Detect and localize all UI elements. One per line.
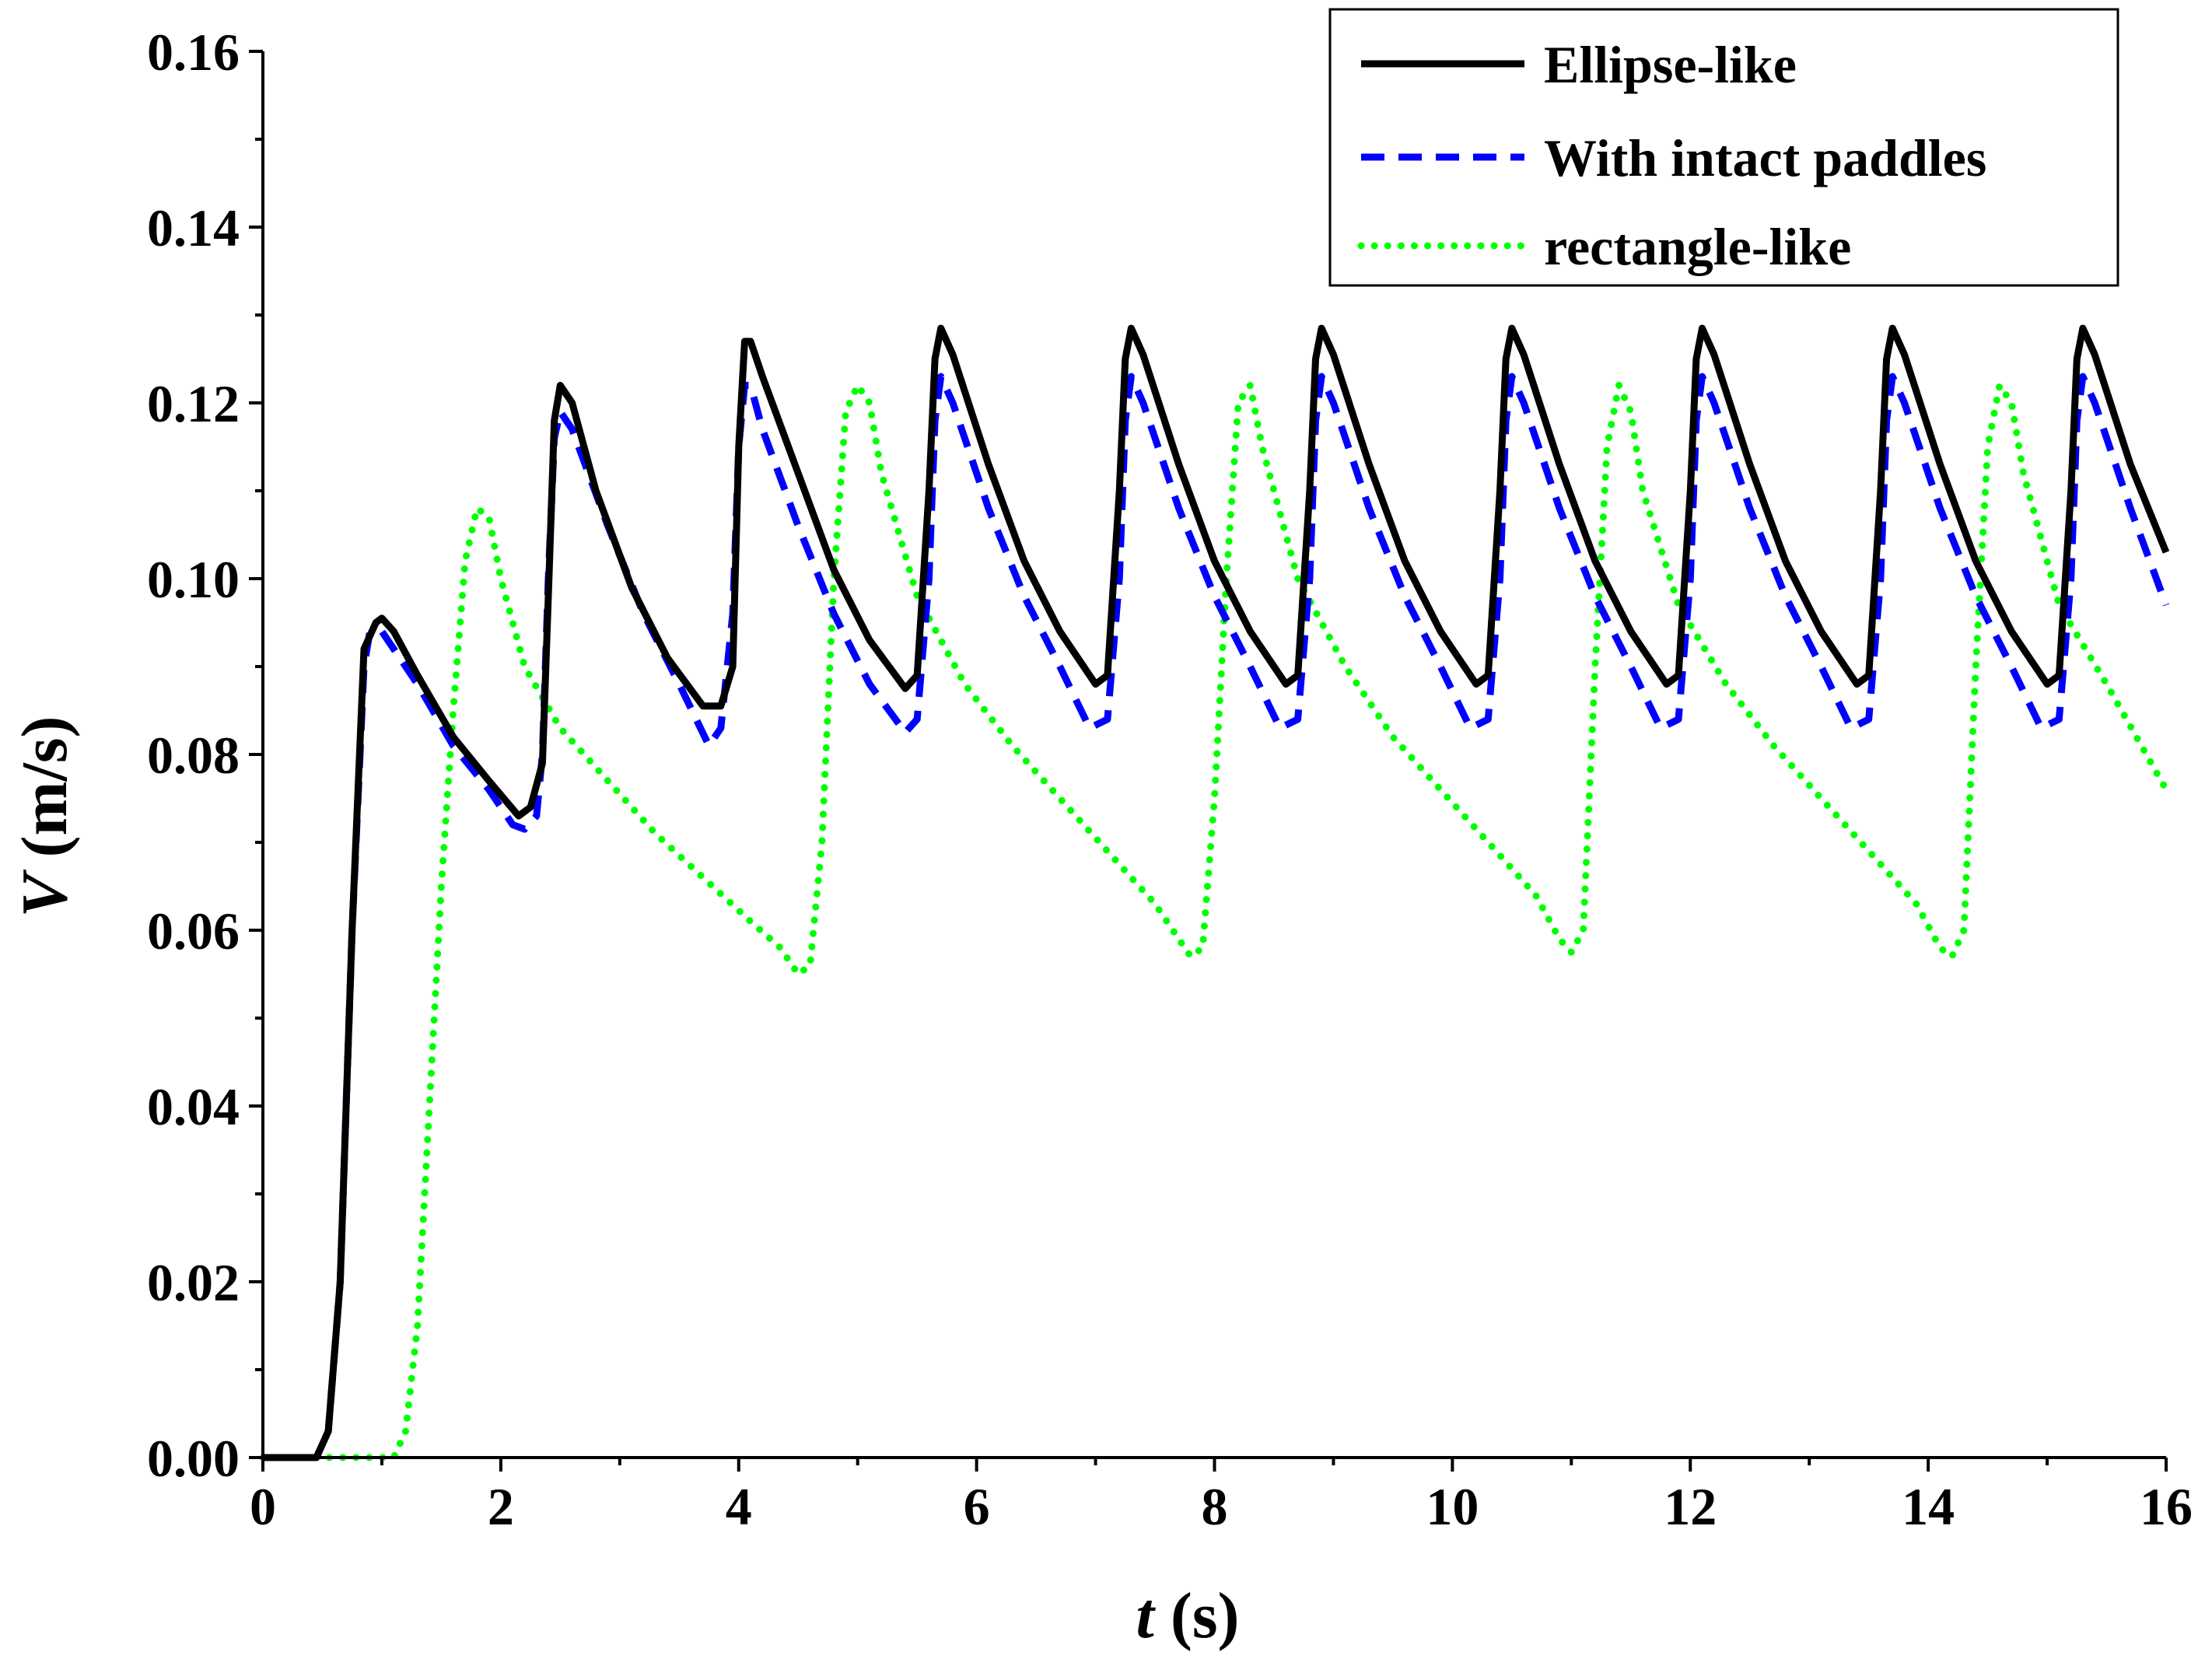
x-tick-label: 12 [1664, 1477, 1717, 1536]
y-axis-symbol: V [9, 869, 81, 917]
y-tick-label: 0.08 [147, 726, 240, 785]
x-tick-label: 6 [964, 1477, 990, 1536]
y-tick-label: 0.12 [147, 374, 240, 433]
x-tick-label: 8 [1202, 1477, 1228, 1536]
plot-area [259, 324, 2170, 1461]
x-tick-label: 10 [1426, 1477, 1479, 1536]
series-line-rectangle-like [259, 381, 2170, 1461]
x-tick-label: 2 [488, 1477, 514, 1536]
y-tick-label: 0.00 [147, 1429, 240, 1488]
y-tick-label: 0.06 [147, 901, 240, 961]
legend-label-with-intact-paddles: With intact paddles [1544, 128, 1986, 187]
x-axis-title: t (s) [1136, 1580, 1240, 1652]
x-axis-unit: (s) [1154, 1580, 1240, 1652]
x-tick-label: 0 [250, 1477, 276, 1536]
x-tick-label: 4 [726, 1477, 752, 1536]
y-tick-label: 0.10 [147, 550, 240, 609]
x-tick-label: 16 [2140, 1477, 2193, 1536]
x-axis-symbol: t [1136, 1580, 1157, 1652]
legend: Ellipse-like With intact paddles rectang… [1328, 8, 2119, 287]
series-line-ellipse-like [263, 324, 2170, 1461]
y-tick-label: 0.02 [147, 1253, 240, 1312]
legend-box [1328, 8, 2119, 287]
y-tick-label: 0.14 [147, 198, 240, 257]
x-tick-label: 14 [1902, 1477, 1955, 1536]
legend-label-ellipse-like: Ellipse-like [1544, 35, 1797, 94]
y-tick-label: 0.04 [147, 1077, 240, 1136]
legend-label-rectangle-like: rectangle-like [1544, 217, 1851, 276]
axes: 0.00 0.02 0.04 0.06 0.08 0.10 0.12 0.14 0.16 0 2 4 6… [147, 23, 2193, 1536]
y-axis-title: V (m/s) [9, 716, 81, 918]
y-axis-unit: (m/s) [9, 716, 81, 874]
y-tick-label: 0.16 [147, 23, 240, 82]
